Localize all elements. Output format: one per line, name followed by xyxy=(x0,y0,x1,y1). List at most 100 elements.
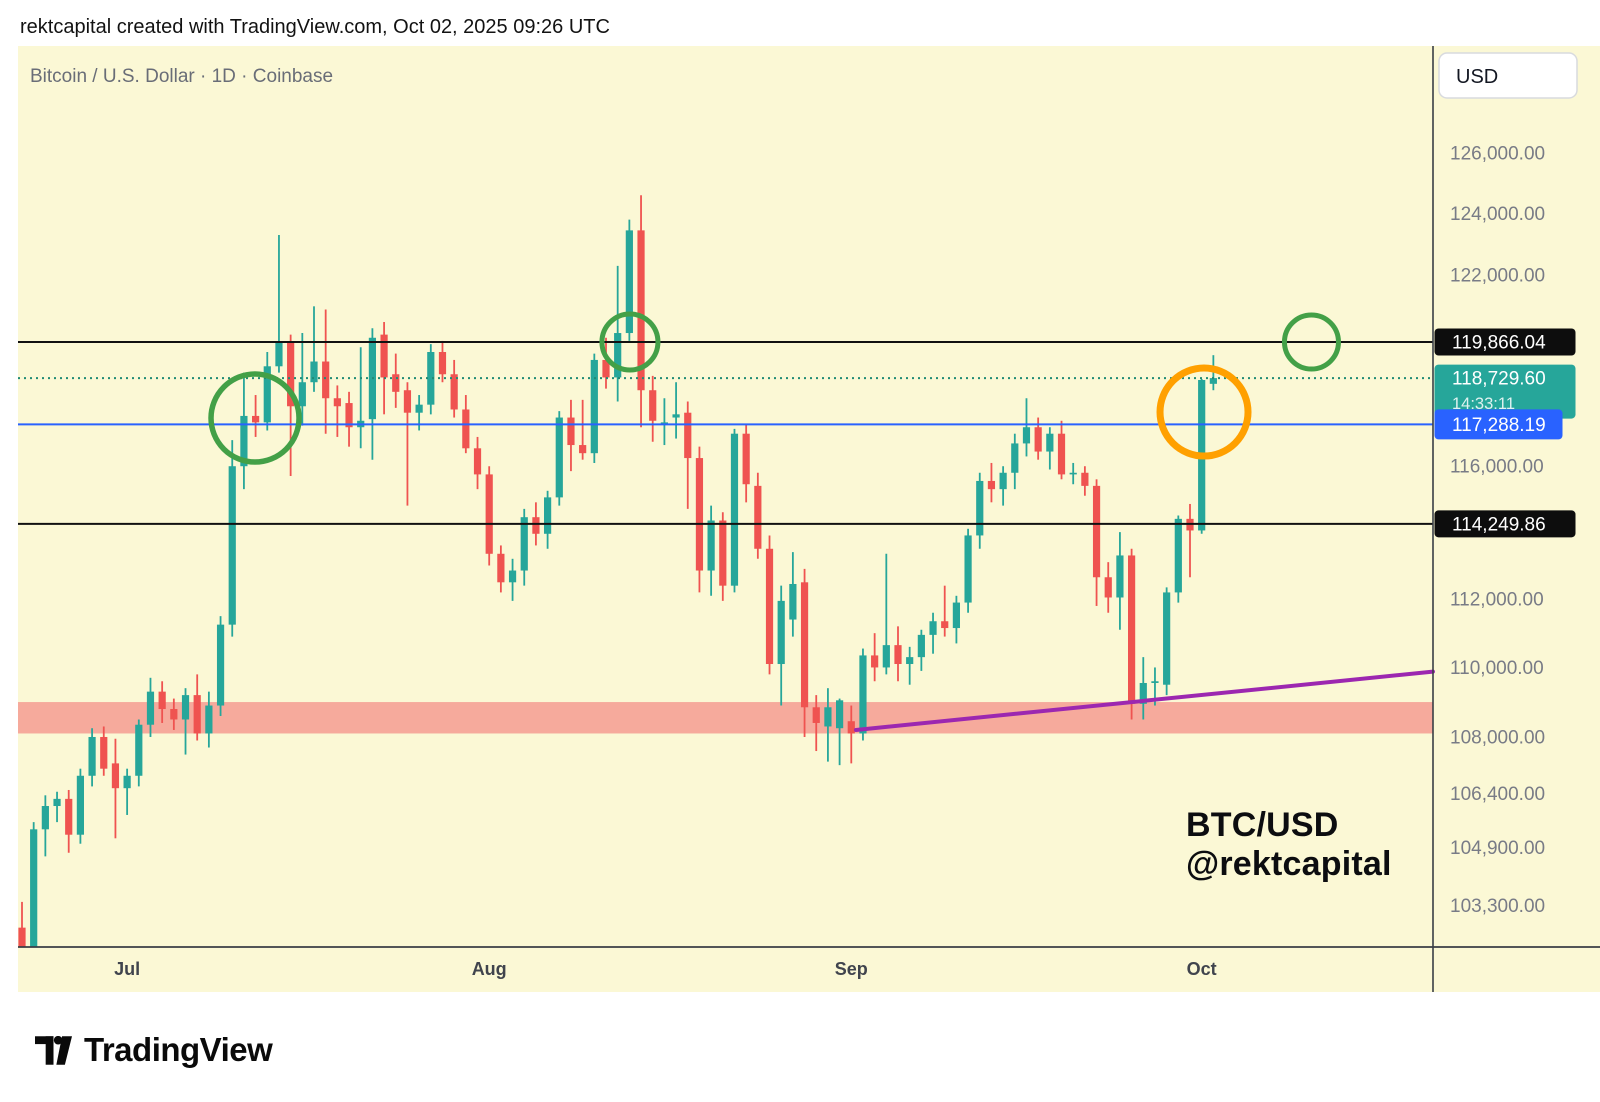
august-retest-circle[interactable] xyxy=(599,311,661,373)
candle-body xyxy=(205,705,213,734)
candle-body xyxy=(684,412,692,459)
candle-body xyxy=(1151,681,1159,683)
candle-body xyxy=(403,390,412,413)
candle-body xyxy=(906,657,914,665)
month-label-jul: Jul xyxy=(114,959,140,979)
diagonal-trendline[interactable] xyxy=(853,669,1435,732)
candle-body xyxy=(333,398,341,407)
candle-body xyxy=(976,480,984,536)
candle-body xyxy=(544,497,552,534)
candle-body xyxy=(719,520,727,586)
candle-body xyxy=(88,736,96,776)
candle-body xyxy=(672,414,680,418)
candle-body xyxy=(100,736,108,769)
price-badge xyxy=(1434,364,1576,419)
candle-body xyxy=(882,645,890,668)
candle-body xyxy=(871,655,879,668)
candle-body xyxy=(660,422,668,424)
candle-body xyxy=(135,724,143,776)
candle-body xyxy=(1046,433,1054,452)
candle-body xyxy=(754,485,762,549)
candle-body xyxy=(485,474,493,554)
month-label-sep: Sep xyxy=(835,959,868,979)
trendline[interactable] xyxy=(853,669,1435,732)
price-tick-label: 110,000.00 xyxy=(1450,658,1544,679)
price-badge xyxy=(1434,510,1576,538)
candle-body xyxy=(1209,378,1217,384)
footer-brand: TradingView xyxy=(35,1030,273,1070)
candle-series xyxy=(18,195,1217,947)
candle-body xyxy=(789,583,797,620)
price-badge xyxy=(1434,328,1576,356)
price-tick-label: 103,300.00 xyxy=(1450,896,1545,917)
candle-body xyxy=(1057,433,1066,475)
candle-body xyxy=(859,655,867,734)
month-label-aug: Aug xyxy=(472,959,507,979)
target-circle[interactable] xyxy=(1281,312,1341,372)
candle-body xyxy=(240,415,248,467)
price-tick-label: 126,000.00 xyxy=(1450,143,1545,164)
candle-body xyxy=(894,645,902,665)
chart-bg-rect[interactable] xyxy=(18,46,1600,992)
horizontal-level-lines[interactable] xyxy=(18,341,1433,525)
price-badge-value: 118,729.60 xyxy=(1452,369,1546,390)
footer-brand-text: TradingView xyxy=(84,1031,273,1068)
currency-toggle-label: USD xyxy=(1456,66,1498,88)
price-tick-label: 122,000.00 xyxy=(1450,266,1545,287)
candle-body xyxy=(1128,555,1136,704)
support-band-rect[interactable] xyxy=(18,702,1433,734)
candle-body xyxy=(76,775,84,835)
circle-annotations[interactable] xyxy=(208,311,1341,465)
candle-body xyxy=(730,433,739,586)
candle-body xyxy=(952,602,960,629)
candle-body xyxy=(929,621,937,635)
candle-body xyxy=(1069,472,1077,475)
price-axis[interactable]: 126,000.00 124,000.00 122,000.00 116,000.00… xyxy=(1450,143,1545,917)
time-axis[interactable]: Jul Aug Sep Oct xyxy=(114,959,1217,979)
candle-body xyxy=(41,806,49,830)
chart-background xyxy=(18,46,1600,992)
candle-body xyxy=(193,695,201,734)
candle-body xyxy=(216,624,225,706)
candle-body xyxy=(30,829,38,947)
price-badge-value: 119,866.04 xyxy=(1452,333,1546,354)
candle-body xyxy=(836,700,844,729)
currency-toggle-box[interactable] xyxy=(1438,52,1578,99)
candle-body xyxy=(380,334,388,378)
candle-body xyxy=(181,695,190,720)
watermark-symbol: BTC/USD xyxy=(1186,806,1339,844)
price-tick-label: 124,000.00 xyxy=(1450,204,1545,225)
candle-body xyxy=(847,721,855,734)
watermark-handle: @rektcapital xyxy=(1186,845,1392,883)
candle-body xyxy=(765,548,774,665)
candle-body xyxy=(18,927,26,947)
price-tick-label: 106,400.00 xyxy=(1450,784,1545,805)
candle-body xyxy=(438,352,447,375)
candle-body xyxy=(800,582,809,708)
candle-body xyxy=(263,366,271,423)
july-retest-circle[interactable] xyxy=(208,371,302,465)
candle-body xyxy=(590,359,598,454)
candle-body xyxy=(964,535,972,603)
candle-body xyxy=(567,417,575,446)
candle-body xyxy=(1104,577,1112,598)
candle-body xyxy=(555,417,563,498)
axis-separators xyxy=(18,46,1600,992)
candle-body xyxy=(298,382,306,407)
currency-toggle[interactable]: USD xyxy=(1438,52,1578,99)
header-caption: rektcapital created with TradingView.com… xyxy=(20,16,610,38)
tradingview-logo-icon xyxy=(35,1035,72,1065)
chart-watermark: BTC/USD @rektcapital xyxy=(1186,806,1392,884)
candle-body xyxy=(824,707,832,727)
candle-body xyxy=(497,553,505,583)
candle-body xyxy=(53,798,61,807)
candle-body xyxy=(1163,592,1171,685)
candle-body xyxy=(252,415,260,423)
candle-body xyxy=(392,374,400,392)
candle-body xyxy=(1081,472,1089,486)
candle-body xyxy=(707,520,715,571)
support-band[interactable] xyxy=(18,702,1433,734)
candle-body xyxy=(941,621,949,629)
breakout-circle[interactable] xyxy=(1156,364,1252,460)
